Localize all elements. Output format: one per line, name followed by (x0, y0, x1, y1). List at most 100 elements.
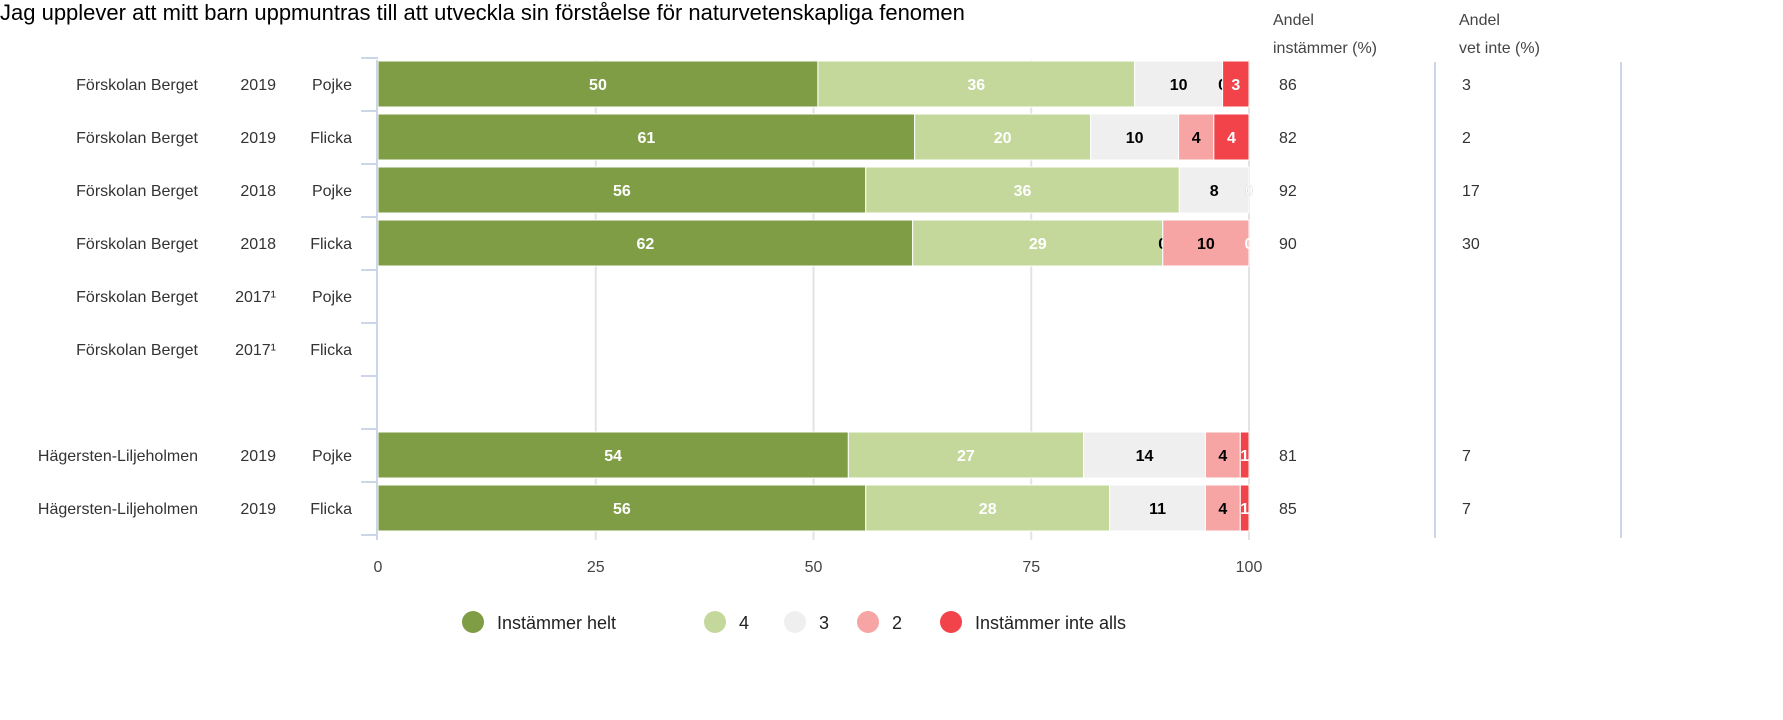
row-gender-label: Flicka (310, 236, 352, 253)
bar-value-label: 28 (979, 501, 997, 518)
dontknow-value: 2 (1462, 130, 1471, 147)
bar-segment (1239, 484, 1250, 532)
bar-segment (865, 484, 1111, 532)
row-gender-label: Flicka (310, 130, 352, 147)
bar-value-label: 0 (1245, 183, 1254, 200)
bar-value-label: 3 (1231, 77, 1240, 94)
row-gender-label: Pojke (312, 77, 352, 94)
bar-value-label: 10 (1126, 130, 1144, 147)
row-year-label: 2017¹ (235, 342, 276, 359)
dontknow-value: 7 (1462, 448, 1471, 465)
bar-value-label: 10 (1197, 236, 1215, 253)
row-unit-label: Hägersten-Liljeholmen (38, 448, 198, 465)
legend-label: 4 (739, 613, 749, 633)
row-gender-label: Pojke (312, 448, 352, 465)
dontknow-value: 7 (1462, 501, 1471, 518)
bar-segment (847, 431, 1085, 479)
bar-value-label: 56 (613, 183, 631, 200)
bar-segment (1178, 113, 1215, 161)
bar-value-label: 56 (613, 501, 631, 518)
row-year-label: 2019 (240, 501, 276, 518)
bar-segment (377, 60, 819, 108)
row-year-label: 2018 (240, 183, 276, 200)
bar-value-label: 20 (994, 130, 1012, 147)
bar-segment (1134, 60, 1224, 108)
bar-value-label: 4 (1218, 501, 1227, 518)
agree-header-line1: Andel (1273, 12, 1314, 29)
bar-segment (1204, 431, 1241, 479)
bar-value-label: 1 (1240, 448, 1249, 465)
dontknow-header-line2: vet inte (%) (1459, 40, 1540, 57)
row-unit-label: Förskolan Berget (76, 183, 198, 200)
row-gender-label: Flicka (310, 342, 352, 359)
bar-value-label: 1 (1240, 501, 1249, 518)
bar-segment (1204, 484, 1241, 532)
row-year-label: 2019 (240, 130, 276, 147)
legend-marker (784, 611, 806, 633)
bar-segment (912, 219, 1164, 267)
row-labels: Förskolan Berget 2019 Pojke Förskolan Berge… (38, 77, 352, 518)
bar-value-label: 36 (1014, 183, 1032, 200)
bar-value-label: 8 (1210, 183, 1219, 200)
bar-value-label: 0 (1245, 183, 1254, 200)
dontknow-value: 30 (1462, 236, 1480, 253)
bar-segment (1178, 166, 1250, 214)
bar-value-label: 4 (1192, 130, 1201, 147)
row-unit-label: Hägersten-Liljeholmen (38, 501, 198, 518)
x-tick-label: 100 (1236, 559, 1263, 576)
x-tick-label: 75 (1022, 559, 1040, 576)
agree-value: 85 (1279, 501, 1297, 518)
row-year-label: 2017¹ (235, 289, 276, 306)
bar-segment (1239, 431, 1250, 479)
bar-value-label: 62 (636, 236, 654, 253)
row-gender-label: Pojke (312, 183, 352, 200)
legend-marker (857, 611, 879, 633)
legend-marker (462, 611, 484, 633)
bar-value-label: 54 (604, 448, 622, 465)
row-year-label: 2019 (240, 448, 276, 465)
bar-value-label: 50 (589, 77, 607, 94)
legend: Instämmer helt 4 3 2 Instämmer inte alls (462, 611, 1126, 633)
agree-value: 92 (1279, 183, 1297, 200)
row-gender-label: Flicka (310, 501, 352, 518)
row-unit-label: Förskolan Berget (76, 77, 198, 94)
legend-label: 2 (892, 613, 902, 633)
bar-value-label: 14 (1136, 448, 1154, 465)
row-unit-label: Förskolan Berget (76, 130, 198, 147)
bar-value-label: 29 (1029, 236, 1047, 253)
x-tick-label: 50 (805, 559, 823, 576)
row-year-label: 2018 (240, 236, 276, 253)
bar-segment (1213, 113, 1250, 161)
legend-marker (940, 611, 962, 633)
bar-value-label: 10 (1170, 77, 1188, 94)
agree-value: 81 (1279, 448, 1297, 465)
legend-marker (704, 611, 726, 633)
bar-segment (817, 60, 1136, 108)
bar-segment (1162, 219, 1250, 267)
bar-value-label: 27 (957, 448, 975, 465)
row-unit-label: Förskolan Berget (76, 289, 198, 306)
x-axis: 0 25 50 75 100 (361, 57, 1263, 576)
dontknow-value: 3 (1462, 77, 1471, 94)
agree-value: 90 (1279, 236, 1297, 253)
dontknow-header-line1: Andel (1459, 12, 1500, 29)
agree-value: 86 (1279, 77, 1297, 94)
agree-value: 82 (1279, 130, 1297, 147)
bar-value-label: 0 (1245, 236, 1254, 253)
bar-segment (1222, 60, 1250, 108)
row-year-label: 2019 (240, 77, 276, 94)
legend-label: 3 (819, 613, 829, 633)
bar-value-label: 4 (1218, 448, 1227, 465)
bar-value-label: 11 (1149, 501, 1166, 518)
x-tick-label: 0 (374, 559, 383, 576)
bars: 5036100361201044563680062290100542714415… (377, 60, 1254, 532)
bar-segment (1083, 431, 1206, 479)
side-columns: Andel instämmer (%) Andel vet inte (%) 8… (1273, 12, 1622, 538)
chart-title: Jag upplever att mitt barn uppmuntras ti… (0, 0, 965, 25)
row-unit-label: Förskolan Berget (76, 236, 198, 253)
bar-segment (914, 113, 1092, 161)
bar-segment (377, 113, 916, 161)
x-tick-label: 25 (587, 559, 605, 576)
bar-segment (377, 484, 867, 532)
